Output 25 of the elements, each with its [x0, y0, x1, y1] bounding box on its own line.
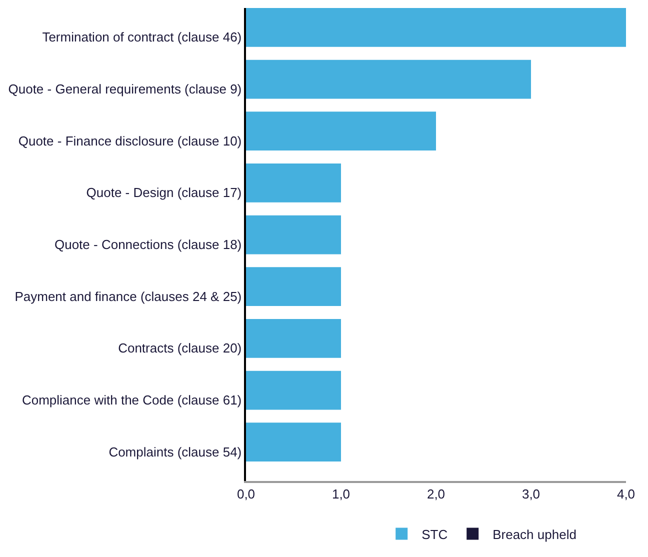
bar: [246, 60, 531, 99]
bar: [246, 215, 341, 254]
x-tick-label: 1,0: [332, 486, 350, 502]
y-tick-label: Compliance with the Code (clause 61): [22, 392, 242, 408]
y-tick-label: Quote - Finance disclosure (clause 10): [18, 133, 242, 148]
bar: [246, 164, 341, 202]
bar: [246, 370, 341, 410]
y-tick-label: Quote - Connections (clause 18): [54, 237, 242, 252]
y-tick-label: Quote - Design (clause 17): [86, 185, 242, 200]
bar: [246, 422, 341, 462]
x-tick-label: 3,0: [522, 486, 540, 502]
bar: [246, 112, 436, 151]
x-tick-label: 2,0: [426, 486, 446, 502]
bar: [246, 8, 626, 47]
bar: [246, 319, 341, 358]
bar: [246, 267, 341, 306]
x-tick-label: 0,0: [236, 486, 256, 502]
legend-label: STC: [422, 526, 448, 542]
legend-label: Breach upheld: [492, 526, 576, 542]
y-tick-label: Termination of contract (clause 46): [42, 30, 242, 45]
x-tick-label: 4,0: [616, 486, 636, 502]
y-tick-label: Quote - General requirements (clause 9): [8, 82, 242, 97]
y-tick-label: Payment and finance (clauses 24 & 25): [14, 288, 242, 304]
y-tick-label: Contracts (clause 20): [118, 340, 242, 356]
y-tick-label: Complaints (clause 54): [108, 444, 242, 460]
